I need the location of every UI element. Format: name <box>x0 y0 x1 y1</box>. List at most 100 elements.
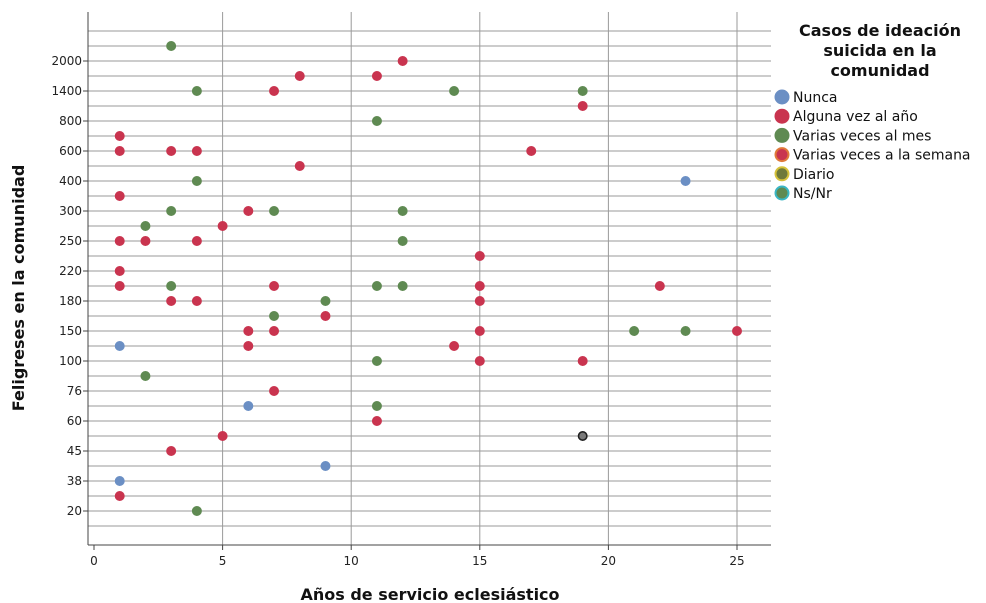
y-tick-label: 38 <box>67 474 82 488</box>
data-point <box>371 116 382 127</box>
legend-marker <box>774 185 790 201</box>
data-point <box>731 325 742 336</box>
y-tick-label: 2000 <box>51 54 82 68</box>
y-tick-label: 180 <box>59 294 82 308</box>
y-tick-label: 400 <box>59 174 82 188</box>
data-point <box>243 340 254 351</box>
data-point <box>243 206 254 217</box>
data-point <box>114 490 125 501</box>
axes: 0 5 10 15 20 25 20 38 45 60 76 100 150 180 220 250 300 40… <box>51 12 771 568</box>
data-point <box>166 295 177 306</box>
data-point <box>449 86 460 97</box>
data-point <box>371 415 382 426</box>
data-point <box>526 146 537 157</box>
data-point <box>114 236 125 247</box>
data-point <box>217 430 228 441</box>
y-tick-label: 800 <box>59 114 82 128</box>
legend-label: Alguna vez al año <box>793 109 918 125</box>
data-point <box>397 236 408 247</box>
data-point <box>371 400 382 411</box>
x-tick-label: 10 <box>344 554 359 568</box>
data-point <box>191 176 202 187</box>
data-point <box>269 206 280 217</box>
data-point <box>114 340 125 351</box>
legend-title-line-1: Casos de ideación <box>799 21 961 40</box>
x-tick-label: 25 <box>729 554 744 568</box>
data-point <box>577 86 588 97</box>
legend-label: Varias veces al mes <box>793 128 931 144</box>
data-point <box>294 161 305 172</box>
y-tick-label: 76 <box>67 384 82 398</box>
data-point <box>243 400 254 411</box>
y-axis-title: Feligreses en la comunidad <box>9 165 28 412</box>
y-tick-label: 150 <box>59 324 82 338</box>
data-point <box>269 325 280 336</box>
data-point <box>114 191 125 202</box>
data-point <box>191 146 202 157</box>
data-point <box>474 355 485 366</box>
data-point <box>191 236 202 247</box>
x-axis-title: Años de servicio eclesiástico <box>300 585 559 603</box>
data-point <box>577 430 588 441</box>
data-point <box>269 280 280 291</box>
data-point <box>474 251 485 262</box>
data-point <box>680 176 691 187</box>
legend-marker <box>774 89 790 105</box>
data-point <box>166 445 177 456</box>
legend: Casos de ideación suicida en la comunida… <box>774 21 971 202</box>
data-point <box>114 146 125 157</box>
legend-label: Nunca <box>793 90 838 106</box>
data-point <box>397 55 408 66</box>
x-tick-label: 20 <box>601 554 616 568</box>
data-point <box>320 310 331 321</box>
y-tick-label: 600 <box>59 144 82 158</box>
data-point <box>166 206 177 217</box>
data-point <box>191 86 202 97</box>
data-point <box>217 221 228 232</box>
data-point <box>449 340 460 351</box>
x-tick-label: 15 <box>472 554 487 568</box>
y-tick-label: 100 <box>59 354 82 368</box>
y-tick-label: 1400 <box>51 84 82 98</box>
data-point <box>320 295 331 306</box>
data-point <box>114 475 125 486</box>
data-point <box>140 236 151 247</box>
data-point <box>320 460 331 471</box>
data-point <box>474 280 485 291</box>
data-point <box>577 101 588 112</box>
legend-title-line-3: comunidad <box>830 61 929 80</box>
data-point <box>269 385 280 396</box>
data-point <box>140 221 151 232</box>
data-point <box>474 325 485 336</box>
data-point <box>114 280 125 291</box>
data-point <box>371 355 382 366</box>
grid-lines <box>88 12 771 545</box>
y-tick-label: 45 <box>67 444 82 458</box>
y-tick-label: 220 <box>59 264 82 278</box>
data-point <box>140 370 151 381</box>
data-point <box>191 295 202 306</box>
data-points <box>114 40 742 516</box>
legend-label: Diario <box>793 167 834 183</box>
y-tick-label: 250 <box>59 234 82 248</box>
data-point <box>629 325 640 336</box>
data-point <box>166 40 177 51</box>
data-point <box>114 265 125 276</box>
legend-marker <box>774 108 790 124</box>
data-point <box>294 71 305 82</box>
legend-marker <box>774 166 790 182</box>
data-point <box>371 280 382 291</box>
legend-title-line-2: suicida en la <box>823 41 936 60</box>
data-point <box>654 280 665 291</box>
data-point <box>577 355 588 366</box>
data-point <box>166 146 177 157</box>
data-point <box>166 280 177 291</box>
y-tick-label: 300 <box>59 204 82 218</box>
data-point <box>371 71 382 82</box>
data-point <box>269 86 280 97</box>
x-tick-label: 5 <box>219 554 227 568</box>
data-point <box>397 280 408 291</box>
data-point <box>397 206 408 217</box>
data-point <box>680 325 691 336</box>
